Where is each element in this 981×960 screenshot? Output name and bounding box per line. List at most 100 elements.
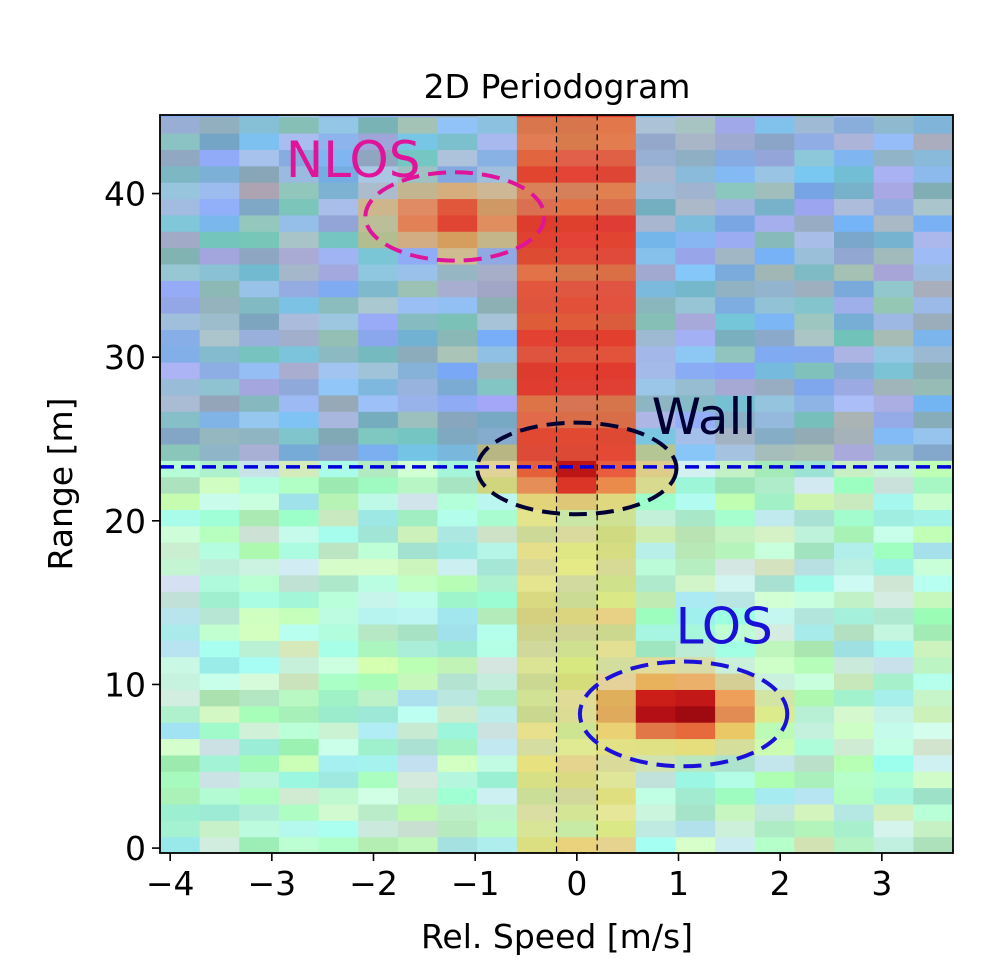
heatmap-cell [160, 738, 201, 756]
heatmap-cell [397, 345, 439, 363]
heatmap-cell [794, 411, 835, 429]
heatmap-cell [754, 771, 795, 789]
heatmap-cell [278, 820, 320, 838]
heatmap-cell [715, 116, 756, 134]
heatmap-cell [160, 591, 201, 609]
heatmap-cell [556, 460, 597, 478]
heatmap-cell [794, 771, 835, 789]
heatmap-cell [318, 247, 359, 265]
chart-title: 2D Periodogram [424, 67, 691, 106]
heatmap-cell [516, 149, 558, 167]
heatmap-cell [358, 591, 399, 609]
heatmap-cell [160, 836, 201, 854]
heatmap-cell [477, 493, 518, 510]
heatmap-cell [516, 345, 558, 363]
heatmap-cell [278, 329, 320, 347]
heatmap-cell [913, 771, 954, 789]
heatmap-cell [318, 460, 359, 478]
heatmap-cell [239, 623, 280, 641]
heatmap-cell [477, 460, 518, 478]
heatmap-cell [477, 280, 518, 298]
heatmap-cell [834, 525, 875, 543]
heatmap-cell [477, 738, 518, 756]
heatmap-cell [715, 149, 756, 167]
heatmap-cell [160, 378, 201, 396]
heatmap-cell [199, 198, 240, 216]
heatmap-cell [873, 525, 914, 543]
heatmap-cell [556, 542, 597, 560]
heatmap-cell [715, 542, 756, 560]
heatmap-cell [675, 345, 716, 363]
heatmap-cell [437, 345, 478, 363]
heatmap-cell [358, 345, 399, 363]
heatmap-cell [199, 231, 240, 249]
heatmap-cell [834, 836, 875, 854]
heatmap-cell [477, 313, 518, 330]
heatmap-cell [556, 329, 597, 347]
heatmap-cell [477, 705, 518, 723]
heatmap-cell [160, 345, 201, 363]
heatmap-cell [873, 313, 914, 330]
heatmap-cell [675, 476, 716, 494]
heatmap-cell [913, 705, 954, 723]
heatmap-cell [358, 787, 399, 805]
heatmap-cell [715, 673, 756, 690]
heatmap-cell [675, 198, 716, 216]
heatmap-cell [794, 198, 835, 216]
heatmap-cell [199, 771, 240, 789]
heatmap-cell [635, 263, 677, 281]
heatmap-cell [278, 574, 320, 592]
heatmap-cell [913, 673, 954, 690]
heatmap-cell [477, 673, 518, 690]
heatmap-cell [754, 673, 795, 690]
heatmap-cell [834, 722, 875, 740]
heatmap-cell [635, 182, 677, 200]
heatmap-cell [675, 820, 716, 838]
heatmap-cell [278, 591, 320, 609]
heatmap-cell [397, 263, 439, 281]
heatmap-cell [437, 722, 478, 740]
heatmap-cell [715, 460, 756, 478]
heatmap-cell [278, 313, 320, 330]
heatmap-cell [834, 247, 875, 265]
heatmap-cell [675, 182, 716, 200]
heatmap-cell [437, 198, 478, 216]
heatmap-cell [160, 493, 201, 510]
heatmap-cell [794, 705, 835, 723]
heatmap-cell [556, 313, 597, 330]
heatmap-cell [873, 263, 914, 281]
heatmap-cell [794, 362, 835, 380]
heatmap-cell [834, 787, 875, 805]
heatmap-cell [715, 115, 756, 118]
heatmap-cell [278, 149, 320, 167]
heatmap-cell [834, 623, 875, 641]
heatmap-cell [675, 443, 716, 461]
heatmap-cell [239, 247, 280, 265]
heatmap-cell [437, 411, 478, 429]
heatmap-cell [556, 836, 597, 854]
heatmap-cell [160, 460, 201, 478]
heatmap-cell [199, 558, 240, 576]
heatmap-cell [318, 705, 359, 723]
heatmap-cell [794, 542, 835, 560]
heatmap-cell [596, 656, 637, 674]
heatmap-cell [516, 787, 558, 805]
heatmap-cell [596, 296, 637, 314]
heatmap-cell [516, 133, 558, 150]
heatmap-cell [318, 427, 359, 445]
heatmap-cell [834, 705, 875, 723]
heatmap-cell [834, 542, 875, 560]
heatmap-cell [437, 214, 478, 232]
heatmap-cell [239, 820, 280, 838]
heatmap-cell [160, 656, 201, 674]
heatmap-cell [754, 820, 795, 838]
y-tick-label: 0 [125, 829, 146, 868]
heatmap-cell [397, 329, 439, 347]
heatmap-cell [715, 689, 756, 707]
heatmap-cell [635, 591, 677, 609]
heatmap-cell [278, 280, 320, 298]
heatmap-cell [635, 689, 677, 707]
heatmap-cell [239, 803, 280, 821]
heatmap-cell [397, 558, 439, 576]
heatmap-cell [834, 656, 875, 674]
